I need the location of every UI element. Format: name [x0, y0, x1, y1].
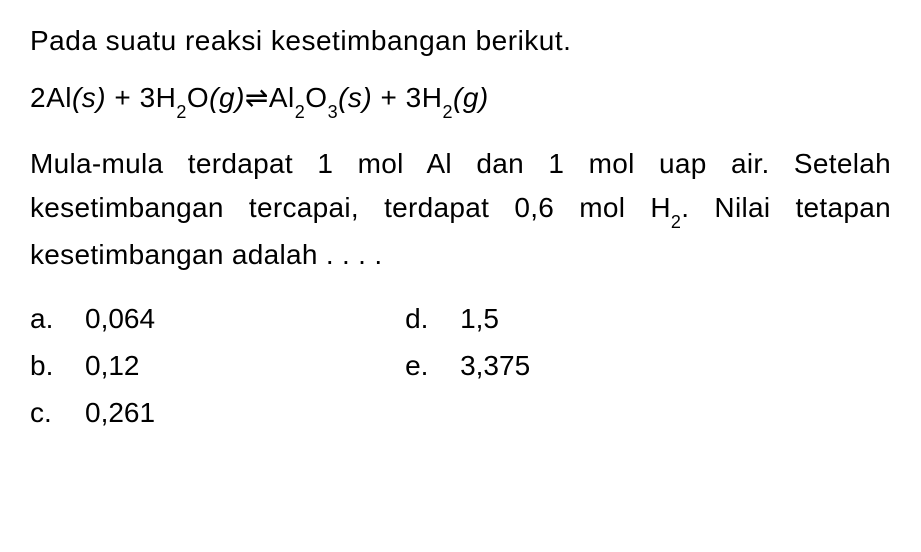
option-d-value: 1,5 — [460, 303, 499, 335]
rhs-state-1: (s) — [338, 82, 372, 113]
rhs-state-2: (g) — [453, 82, 489, 113]
options-column-left: a. 0,064 b. 0,12 c. 0,261 — [30, 303, 155, 429]
question-body: Mula-mula terdapat 1 mol Al dan 1 mol ua… — [30, 142, 891, 278]
options-column-right: d. 1,5 e. 3,375 — [405, 303, 530, 429]
option-b: b. 0,12 — [30, 350, 155, 382]
lhs-species-2b: O — [187, 82, 209, 113]
option-c-value: 0,261 — [85, 397, 155, 429]
rhs-species-2: H — [422, 82, 443, 113]
rhs-sub-1a: 2 — [295, 102, 306, 122]
option-c-label: c. — [30, 397, 85, 429]
options-container: a. 0,064 b. 0,12 c. 0,261 d. 1,5 e. 3,37… — [30, 303, 891, 429]
lhs-state-1: (s) — [72, 82, 106, 113]
rhs-sub-2: 2 — [442, 102, 453, 122]
option-e: e. 3,375 — [405, 350, 530, 382]
plus-1: + — [106, 82, 139, 113]
rhs-sub-1b: 3 — [328, 102, 339, 122]
rhs-species-1: Al — [269, 82, 295, 113]
option-e-label: e. — [405, 350, 460, 382]
option-b-value: 0,12 — [85, 350, 140, 382]
lhs-species-2: H — [156, 82, 177, 113]
rhs-coef-2: 3 — [406, 82, 422, 113]
option-c: c. 0,261 — [30, 397, 155, 429]
lhs-sub-2a: 2 — [176, 102, 187, 122]
option-b-label: b. — [30, 350, 85, 382]
chemical-equation: 2Al(s) + 3H2O(g) ⇌ Al2O3(s) + 3H2(g) — [30, 77, 891, 122]
plus-2: + — [372, 82, 405, 113]
lhs-coef-2: 3 — [140, 82, 156, 113]
equilibrium-arrow-icon: ⇌ — [245, 77, 269, 119]
option-a-label: a. — [30, 303, 85, 335]
option-d-label: d. — [405, 303, 460, 335]
lhs-coef-1: 2 — [30, 82, 46, 113]
lhs-species-1: Al — [46, 82, 72, 113]
option-e-value: 3,375 — [460, 350, 530, 382]
option-a-value: 0,064 — [85, 303, 155, 335]
option-d: d. 1,5 — [405, 303, 530, 335]
intro-text: Pada suatu reaksi kesetimbangan berikut. — [30, 20, 891, 62]
body-sub: 2 — [671, 212, 681, 232]
option-a: a. 0,064 — [30, 303, 155, 335]
rhs-species-1b: O — [305, 82, 327, 113]
lhs-state-2: (g) — [209, 82, 245, 113]
